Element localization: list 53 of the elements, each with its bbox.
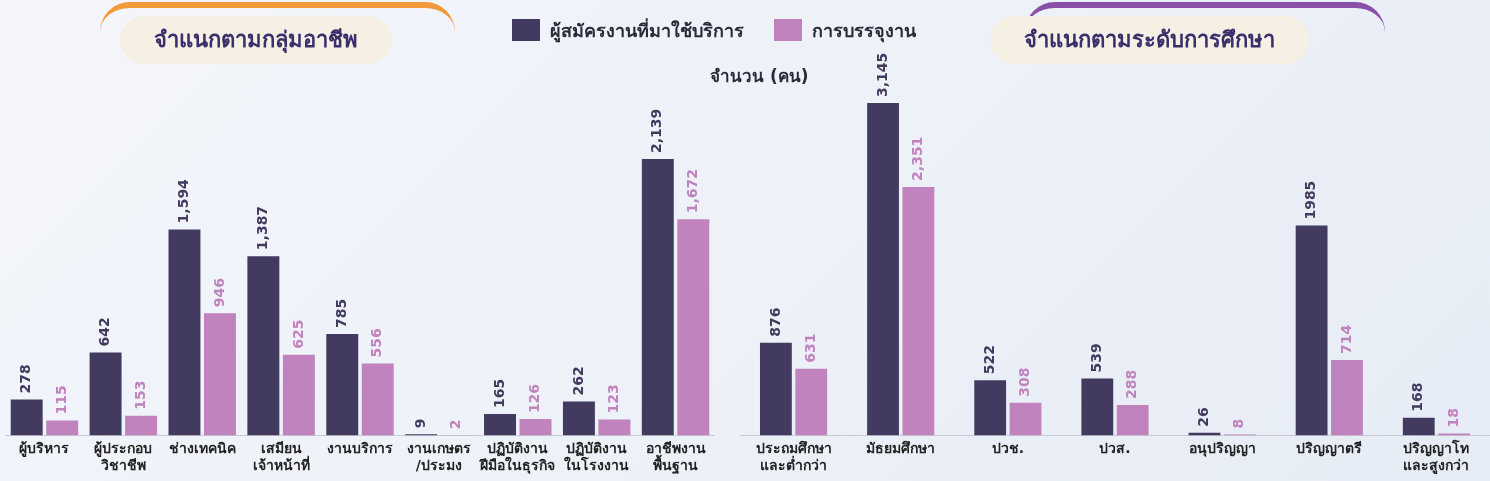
legend-label: ผู้สมัครงานที่มาใช้บริการ — [549, 17, 744, 45]
x-tick-label: อนุปริญญา — [1188, 440, 1256, 458]
x-tick-label: อาชีพงาน พื้นฐาน — [645, 440, 706, 476]
data-label: 556 — [368, 328, 385, 358]
data-label: 165 — [490, 378, 507, 409]
data-label: 642 — [96, 317, 113, 347]
data-label: 168 — [1409, 382, 1426, 412]
data-label: 631 — [801, 333, 818, 363]
y-axis-title: จำนวน (คน) — [710, 65, 809, 88]
data-label: 785 — [332, 298, 349, 328]
data-label: 876 — [766, 307, 783, 337]
data-label: 2,351 — [909, 136, 926, 181]
data-label: 522 — [980, 344, 997, 375]
data-label: 126 — [526, 383, 543, 414]
data-label: 2,139 — [648, 108, 665, 153]
x-tick-label: ปริญญาตรี — [1296, 440, 1363, 458]
x-tick-label: ปฏิบัติงาน ฝีมือในธุรกิจ — [478, 440, 556, 475]
chart-title: จำแนกตามกลุ่มอาชีพ — [120, 16, 392, 64]
data-label: 278 — [17, 364, 34, 394]
data-label: 153 — [131, 380, 148, 410]
x-tick-label: ปวส. — [1099, 440, 1131, 457]
data-label: 262 — [569, 366, 586, 396]
x-tick-label: ปริญญาโท และสูงกว่า — [1403, 439, 1470, 475]
data-label: 9 — [411, 418, 428, 429]
x-tick-label: ปวช. — [991, 440, 1025, 457]
chart-title: จำแนกตามระดับการศึกษา — [990, 16, 1309, 64]
x-tick-label: งานบริการ — [327, 440, 393, 457]
data-label: 288 — [1123, 369, 1140, 399]
data-label: 539 — [1087, 343, 1104, 373]
data-label: 308 — [1016, 367, 1033, 397]
x-tick-label: มัธยมศึกษา — [866, 440, 936, 457]
x-tick-label: งานเกษตร /ประมง — [406, 440, 471, 474]
data-label: 625 — [289, 319, 306, 349]
data-label: 18 — [1444, 408, 1461, 428]
data-label: 1,387 — [254, 205, 270, 251]
data-label: 946 — [210, 277, 227, 308]
data-label: 1985 — [1302, 180, 1319, 220]
x-tick-label: ผู้บริหาร — [19, 440, 70, 458]
legend-label: การบรรจุงาน — [811, 19, 916, 45]
data-label: 2 — [447, 419, 464, 430]
data-label: 8 — [1230, 418, 1247, 429]
data-label: 3,145 — [873, 52, 890, 97]
x-tick-label: ช่างเทคนิค — [168, 440, 236, 457]
data-label: 26 — [1195, 407, 1212, 427]
data-label: 123 — [605, 384, 622, 414]
x-tick-label: ปฏิบัติงาน ในโรงงาน — [564, 440, 630, 474]
x-tick-label: ผู้ประกอบ วิชาชีพ — [94, 440, 153, 474]
x-tick-label: เสมียน เจ้าหน้าที่ — [252, 440, 310, 474]
data-label: 115 — [52, 385, 69, 415]
data-label: 1,594 — [175, 178, 192, 224]
x-tick-label: ประถมศึกษา และต่ำกว่า — [755, 440, 832, 474]
data-label: 714 — [1337, 324, 1354, 354]
data-label: 1,672 — [683, 169, 700, 214]
